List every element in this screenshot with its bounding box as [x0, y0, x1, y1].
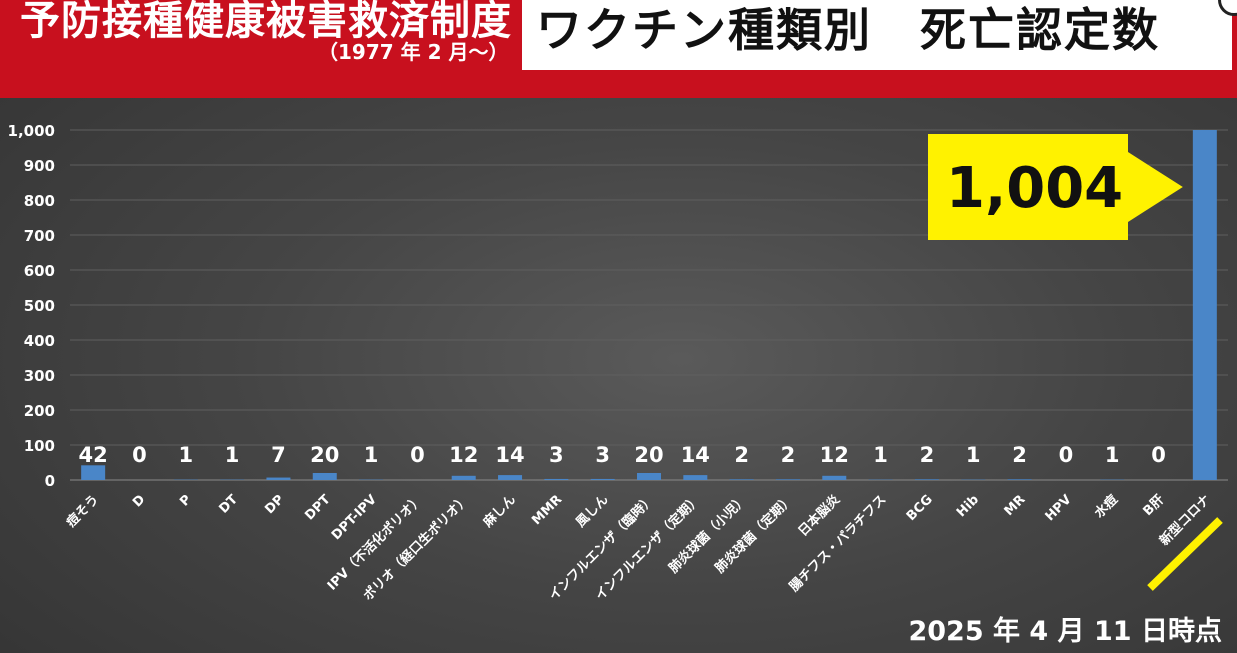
- x-tick-label: B肝: [1141, 492, 1168, 519]
- chart-bars: [81, 130, 1217, 480]
- y-tick-label: 400: [24, 332, 55, 350]
- y-axis-ticks: 0 100 200 300 400 500 600 700 800 900 1,000: [8, 122, 55, 490]
- bar: [451, 475, 476, 480]
- data-label: 14: [495, 443, 524, 467]
- value-labels: 42 0 1 1 7 20 1 0 12 14 3 3 20 14 2 2 12 1 2 1 2 0 1 0: [79, 443, 1166, 467]
- bar: [1192, 130, 1217, 480]
- data-label: 0: [1151, 443, 1166, 467]
- data-label: 3: [549, 443, 564, 467]
- header-title: 予防接種健康被害救済制度: [20, 0, 512, 44]
- y-tick-label: 600: [24, 262, 55, 280]
- chart-title: ワクチン種類別 死亡認定数: [536, 3, 1160, 57]
- data-label: 1: [873, 443, 888, 467]
- x-tick-label: 風しん: [573, 492, 611, 530]
- y-tick-label: 0: [45, 472, 55, 490]
- data-label: 12: [449, 443, 478, 467]
- data-label: 2: [920, 443, 935, 467]
- x-tick-label: D: [130, 492, 148, 510]
- x-tick-label: 麻しん: [479, 492, 519, 532]
- data-label: 3: [595, 443, 610, 467]
- data-label: 7: [271, 443, 286, 467]
- x-tick-label: P: [177, 492, 194, 509]
- bar: [775, 479, 800, 480]
- bar: [498, 475, 523, 480]
- bar: [822, 475, 847, 480]
- bar: [544, 478, 569, 480]
- x-tick-label: 日本脳炎: [795, 492, 843, 540]
- bar: [637, 473, 661, 480]
- x-tick-label: DT: [216, 492, 241, 517]
- header-subtitle: （1977 年 2 月〜）: [318, 40, 509, 64]
- x-tick-label: 水痘: [1091, 492, 1121, 522]
- bar: [729, 479, 754, 480]
- x-tick-label: DPT: [302, 492, 333, 523]
- y-tick-label: 700: [24, 227, 55, 245]
- x-tick-label: MMR: [529, 492, 565, 528]
- y-tick-label: 100: [24, 437, 55, 455]
- data-label: 2: [781, 443, 796, 467]
- y-tick-label: 200: [24, 402, 55, 420]
- x-tick-label: MR: [1002, 492, 1029, 519]
- x-tick-label: BCG: [904, 492, 936, 524]
- data-label: 0: [132, 443, 147, 467]
- x-tick-label: HPV: [1043, 492, 1075, 524]
- bar: [312, 473, 337, 480]
- header-banner: 予防接種健康被害救済制度 （1977 年 2 月〜） ワクチン種類別 死亡認定数: [0, 0, 1237, 98]
- y-tick-label: 300: [24, 367, 55, 385]
- data-label: 1: [966, 443, 981, 467]
- as-of-date: 2025 年 4 月 11 日時点: [908, 615, 1222, 647]
- data-label: 1: [225, 443, 240, 467]
- y-tick-label: 1,000: [8, 122, 55, 140]
- data-label: 42: [79, 443, 108, 467]
- callout-value: 1,004: [946, 156, 1123, 221]
- x-tick-label: 肺炎球菌（小児）: [666, 492, 751, 577]
- data-label: 0: [410, 443, 425, 467]
- x-tick-label: 痘そう: [63, 492, 102, 531]
- data-label: 20: [310, 443, 339, 467]
- data-label: 1: [364, 443, 379, 467]
- y-tick-label: 500: [24, 297, 55, 315]
- callout-arrow: [928, 134, 1183, 240]
- x-tick-label: Hib: [954, 492, 982, 520]
- bar: [914, 479, 939, 480]
- data-label: 14: [681, 443, 710, 467]
- y-tick-label: 800: [24, 192, 55, 210]
- bar: [683, 475, 708, 480]
- corner-circle-icon: [1218, 0, 1237, 16]
- data-label: 12: [820, 443, 849, 467]
- data-label: 2: [1012, 443, 1027, 467]
- x-tick-label: 新型コロナ: [1156, 492, 1213, 549]
- data-label: 2: [734, 443, 749, 467]
- chart-title-box: ワクチン種類別 死亡認定数: [522, 0, 1232, 70]
- bar: [1007, 479, 1032, 480]
- data-label: 20: [634, 443, 663, 467]
- data-label: 1: [1105, 443, 1120, 467]
- data-label: 0: [1059, 443, 1074, 467]
- x-tick-label: 肺炎球菌（定期）: [712, 492, 797, 577]
- bar: [590, 478, 615, 480]
- bar: [81, 465, 106, 480]
- bar: [266, 477, 291, 480]
- x-axis-labels: 痘そう D P DT DP DPTDPT-IPVIPV（不活化ポリオ）ポリオ（経口生ポリオ…: [63, 492, 1214, 604]
- x-tick-label: DP: [262, 492, 287, 517]
- data-label: 1: [178, 443, 193, 467]
- highlight-underline: [1147, 517, 1223, 591]
- value-callout: 1,004: [928, 134, 1183, 240]
- y-tick-label: 900: [24, 157, 55, 175]
